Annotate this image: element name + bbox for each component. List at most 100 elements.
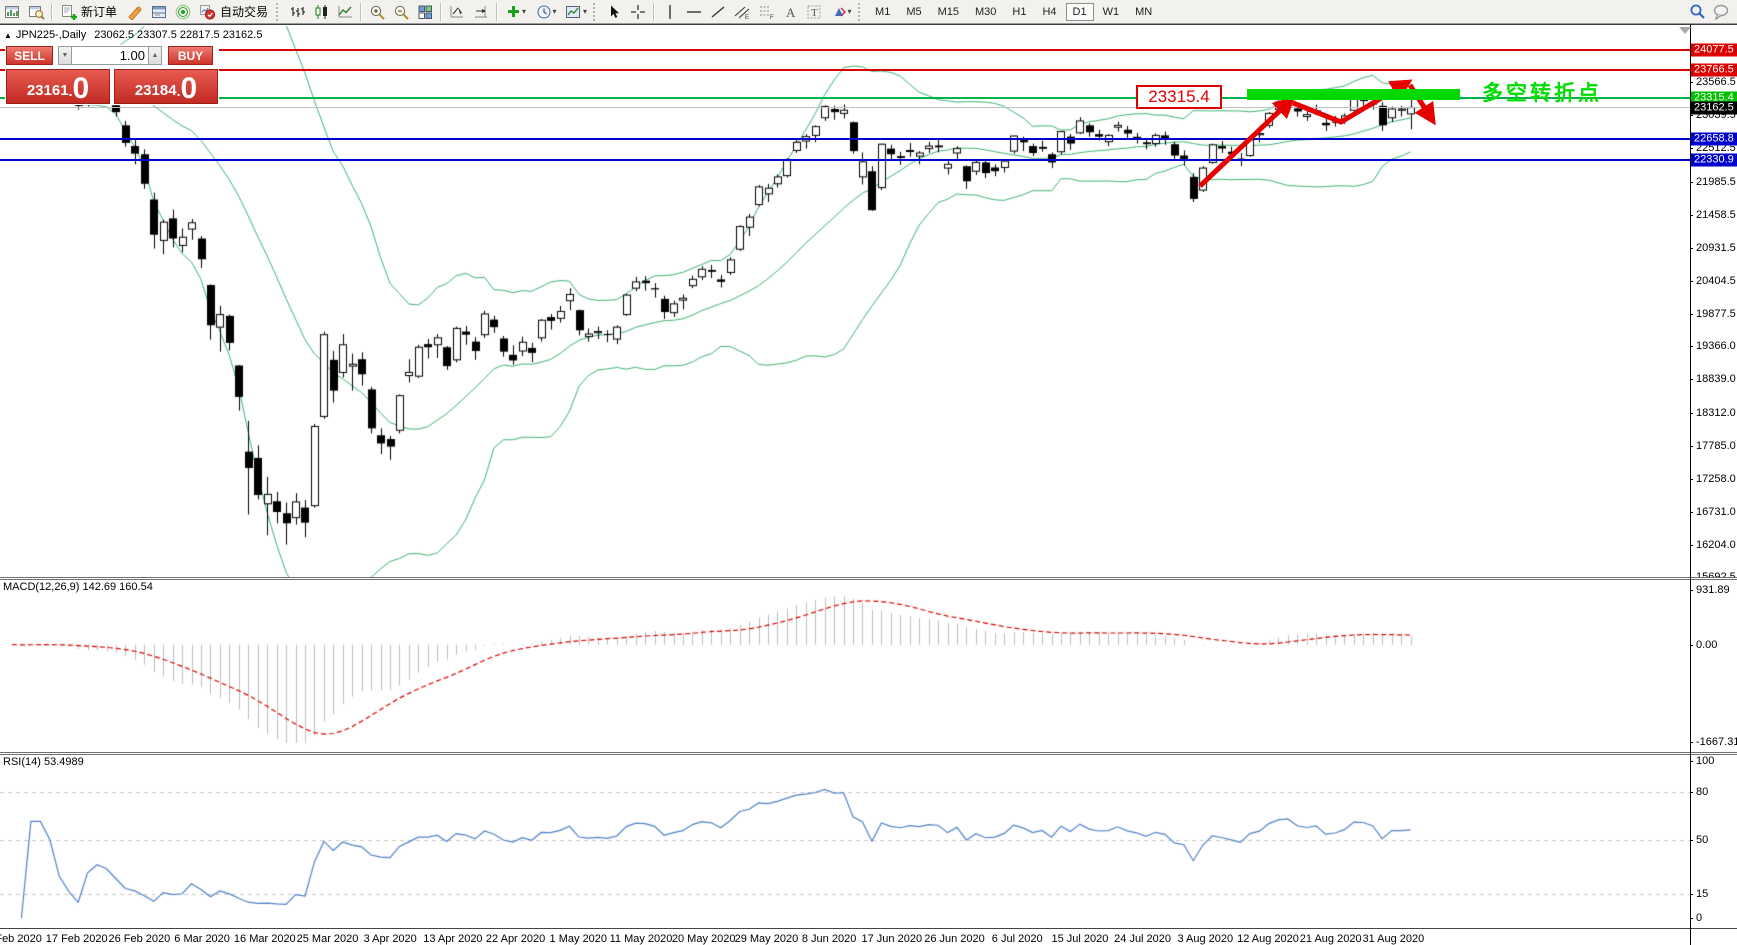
price-tick-mark	[1690, 445, 1693, 447]
price-tick-label: 19877.5	[1696, 308, 1736, 321]
price-tick-label: 21985.5	[1696, 175, 1736, 188]
date-label: 26 Jun 2020	[924, 933, 985, 945]
price-tick-mark	[1690, 181, 1693, 183]
turning-point-text[interactable]: 多空转折点	[1482, 82, 1602, 105]
pane-splitter-rsi[interactable]	[0, 752, 1737, 755]
sell-price-display[interactable]: 23161 . 0	[6, 69, 110, 104]
price-tick-mark	[1690, 478, 1693, 480]
date-label: 17 Feb 2020	[45, 933, 108, 945]
date-label: 31 Aug 2020	[1362, 933, 1425, 945]
macd-tick-label: -1667.31	[1696, 736, 1737, 749]
volume-decrease-button[interactable]: ▼	[58, 46, 72, 65]
rsi-tick-label: 0	[1696, 912, 1703, 924]
price-badge: 23766.5	[1691, 63, 1737, 77]
price-tick-label: 18312.0	[1696, 406, 1736, 419]
macd-tick-mark	[1690, 644, 1693, 646]
price-tick-label: 17785.0	[1696, 439, 1736, 452]
date-label: 17 Jun 2020	[861, 933, 923, 945]
volume-increase-button[interactable]: ▲	[148, 46, 162, 65]
price-badge: 23162.5	[1691, 101, 1737, 115]
date-label: 20 May 2020	[671, 933, 736, 945]
price-flag-label[interactable]: 23315.4	[1136, 85, 1222, 109]
macd-tick-mark	[1690, 742, 1693, 744]
horizontal-line-object[interactable]	[0, 96, 1690, 99]
price-tick-mark	[1690, 115, 1693, 117]
volume-input[interactable]	[72, 46, 148, 65]
date-label: 15 Jul 2020	[1051, 933, 1109, 945]
price-tick-mark	[1690, 314, 1693, 316]
symbol-ohlc-line: ▲ JPN225-,Daily 23062.5 23307.5 22817.5 …	[4, 29, 262, 41]
date-label: 16 Mar 2020	[233, 933, 296, 945]
price-tick-mark	[1690, 379, 1693, 381]
date-label: 8 Jun 2020	[801, 933, 857, 945]
buy-price-main: 23184	[134, 82, 177, 99]
macd-tick-label: 0.00	[1696, 638, 1718, 651]
chart-shift-marker[interactable]	[1679, 27, 1691, 34]
date-label: 1 May 2020	[549, 933, 608, 945]
pane-splitter-macd[interactable]	[0, 577, 1737, 580]
date-label: 3 Aug 2020	[1177, 933, 1234, 945]
date-label: 22 Apr 2020	[485, 933, 546, 945]
rsi-tick-label: 50	[1696, 833, 1709, 846]
price-tick-mark	[1690, 82, 1693, 84]
macd-tick-label: 931.89	[1696, 584, 1730, 597]
horizontal-line-object[interactable]	[0, 138, 1690, 141]
one-click-collapse-icon[interactable]: ▲	[4, 30, 12, 40]
price-tick-mark	[1690, 280, 1693, 282]
rsi-tick-label: 15	[1696, 888, 1709, 901]
price-tick-mark	[1690, 214, 1693, 216]
date-label: 6 Mar 2020	[174, 933, 230, 945]
sell-price-main: 23161	[26, 82, 69, 99]
horizontal-line-object[interactable]	[0, 158, 1690, 161]
buy-price-point: .	[176, 83, 181, 99]
buy-button[interactable]: BUY	[168, 46, 213, 65]
price-tick-label: 20931.5	[1696, 241, 1736, 254]
price-tick-label: 19366.0	[1696, 340, 1736, 353]
rsi-tick-mark	[1690, 894, 1693, 896]
rsi-tick-label: 100	[1696, 755, 1715, 767]
sell-price-big-digit: 0	[72, 72, 90, 105]
price-tick-label: 16204.0	[1696, 539, 1736, 552]
sell-price-point: .	[68, 83, 73, 99]
price-tick-label: 16731.0	[1696, 505, 1736, 518]
date-label: 21 Aug 2020	[1299, 933, 1362, 945]
price-tick-label: 18839.0	[1696, 373, 1736, 386]
horizontal-line-object[interactable]	[0, 68, 1690, 71]
sell-button[interactable]: SELL	[6, 46, 53, 65]
resistance-zone-bar[interactable]	[1247, 89, 1460, 100]
price-tick-mark	[1690, 545, 1693, 547]
date-label: 7 Feb 2020	[0, 933, 42, 945]
rsi-tick-mark	[1690, 918, 1693, 919]
price-badge: 22658.8	[1691, 132, 1737, 146]
one-click-trading-panel: SELL ▼ ▲ BUY 23161 . 0 23184 . 0	[5, 45, 219, 105]
buy-price-big-digit: 0	[180, 72, 198, 105]
rsi-indicator-label: RSI(14) 53.4989	[3, 756, 84, 768]
rsi-tick-label: 80	[1696, 786, 1709, 799]
rsi-tick-mark	[1690, 839, 1693, 841]
price-tick-mark	[1690, 412, 1693, 414]
price-tick-mark	[1690, 148, 1693, 150]
price-tick-label: 21458.5	[1696, 208, 1736, 221]
date-label: 6 Jul 2020	[991, 933, 1043, 945]
price-badge: 24077.5	[1691, 43, 1737, 57]
price-tick-label: 23566.5	[1696, 76, 1736, 89]
date-label: 29 May 2020	[734, 933, 799, 945]
price-tick-mark	[1690, 511, 1693, 513]
price-badge: 22330.9	[1691, 153, 1737, 167]
current-price-line[interactable]	[0, 107, 1690, 109]
rsi-tick-mark	[1690, 792, 1693, 794]
time-axis-separator	[0, 928, 1737, 929]
date-label: 12 Aug 2020	[1237, 933, 1299, 945]
date-label: 13 Apr 2020	[423, 933, 483, 945]
ohlc-values: 23062.5 23307.5 22817.5 23162.5	[94, 29, 263, 41]
buy-price-display[interactable]: 23184 . 0	[114, 69, 218, 104]
date-label: 25 Mar 2020	[296, 933, 359, 945]
horizontal-line-object[interactable]	[0, 49, 1690, 52]
macd-indicator-label: MACD(12,26,9) 142.69 160.54	[3, 581, 153, 593]
price-tick-label: 17258.0	[1696, 472, 1736, 485]
date-label: 3 Apr 2020	[363, 933, 417, 945]
symbol-title: JPN225-,Daily	[15, 29, 87, 41]
